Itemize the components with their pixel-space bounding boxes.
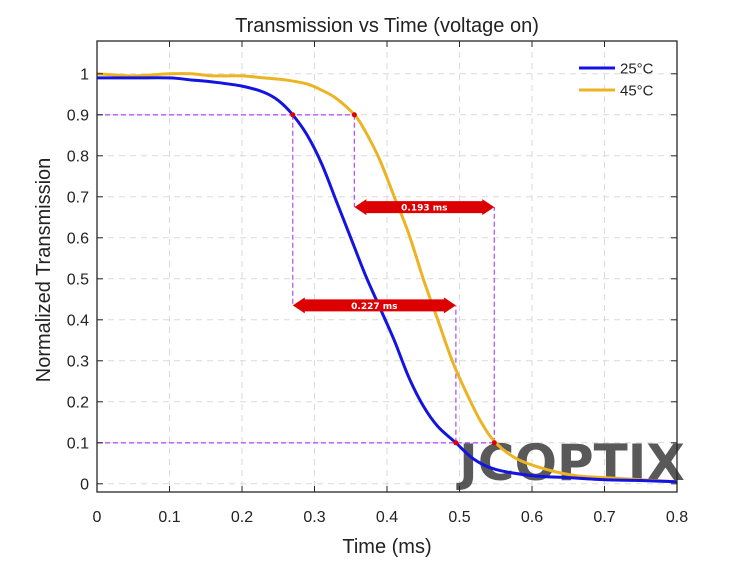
y-tick-label: 0.7 [67, 189, 89, 206]
y-tick-label: 0 [80, 476, 89, 493]
ticks [96, 41, 678, 492]
y-tick-label: 1 [80, 66, 89, 83]
legend [579, 66, 615, 92]
x-axis-title: Time (ms) [342, 536, 431, 558]
grid [96, 41, 678, 492]
x-tick-label: 0.8 [666, 509, 688, 526]
x-tick-label: 0.2 [231, 509, 253, 526]
x-tick-label: 0.6 [521, 509, 543, 526]
crossing-marker [351, 112, 357, 118]
annotation-arrow [354, 199, 495, 216]
crossing-marker [491, 440, 497, 446]
x-tick-label: 0.1 [158, 509, 180, 526]
legend-label: 45°C [620, 83, 654, 100]
y-tick-label: 0.3 [67, 353, 89, 370]
x-tick-label: 0 [93, 509, 102, 526]
x-tick-label: 0.5 [448, 509, 470, 526]
annotation-arrow [292, 297, 456, 314]
legend-label: 25°C [620, 61, 654, 78]
annotation-label: 0.193 ms [401, 204, 447, 214]
y-tick-label: 0.1 [67, 435, 89, 452]
chart-title: Transmission vs Time (voltage on) [235, 15, 539, 37]
series-line-45c [96, 72, 678, 484]
crossing-marker [453, 440, 459, 446]
crossing-marker [290, 112, 296, 118]
y-tick-label: 0.5 [67, 271, 89, 288]
y-tick-label: 0.6 [67, 230, 89, 247]
y-axis-title: Normalized Transmission [33, 158, 55, 383]
y-tick-label: 0.8 [67, 148, 89, 165]
x-tick-label: 0.7 [593, 509, 615, 526]
y-tick-label: 0.9 [67, 107, 89, 124]
x-tick-label: 0.4 [376, 509, 398, 526]
series-line-25c [97, 76, 678, 484]
y-tick-label: 0.2 [67, 394, 89, 411]
annotation-label: 0.227 ms [351, 302, 397, 312]
x-tick-label: 0.3 [303, 509, 325, 526]
guide-lines [97, 114, 495, 444]
y-tick-label: 0.4 [67, 312, 89, 329]
